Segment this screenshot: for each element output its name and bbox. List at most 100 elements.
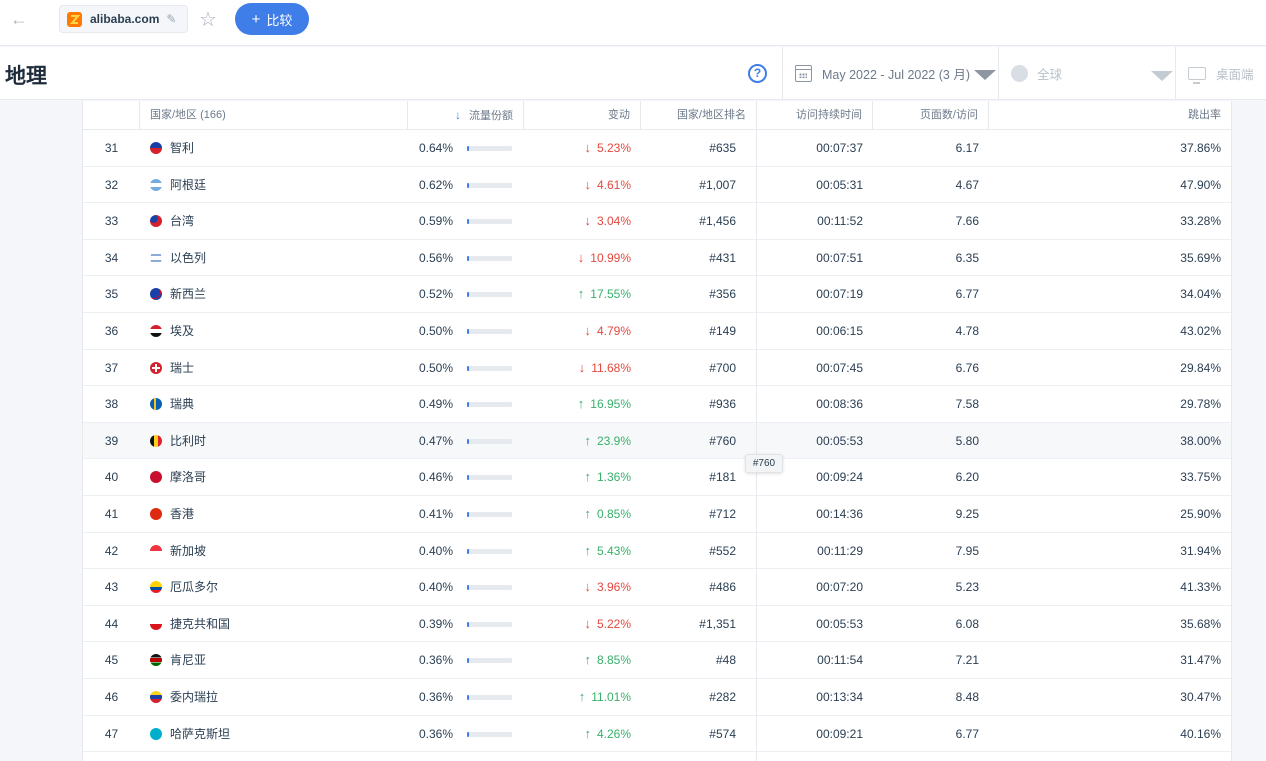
rank-tooltip: #760: [745, 454, 783, 473]
table-row[interactable]: 33 台湾 0.59% ↓ 3.04% #1,456 00:11:52 7.66 33.28%: [83, 203, 1231, 240]
share-bar-fill: [467, 328, 469, 334]
country-cell[interactable]: 香港: [150, 496, 194, 532]
country-cell[interactable]: 智利: [150, 130, 194, 166]
country-cell[interactable]: 阿根廷: [150, 167, 206, 203]
column-header-bounce[interactable]: 跳出率: [1188, 109, 1221, 121]
column-header-country-rank[interactable]: 国家/地区排名: [641, 101, 757, 130]
change-value: 11.01%: [591, 689, 631, 704]
share-bar: [467, 438, 512, 444]
country-cell[interactable]: 台湾: [150, 203, 194, 239]
help-icon[interactable]: ?: [748, 64, 767, 83]
share-bar-fill: [467, 219, 469, 225]
share-bar-fill: [467, 658, 469, 664]
belgium-flag-icon: [150, 434, 162, 447]
table-row[interactable]: 41 香港 0.41% ↑ 0.85% #712 00:14:36 9.25 25.90%: [83, 496, 1231, 533]
country-rank-cell: #282: [709, 689, 736, 704]
column-header-country[interactable]: 国家/地区 (166): [140, 101, 408, 130]
page-header: 地理 ? May 2022 - Jul 2022 (3 月) 全球 桌面端: [0, 47, 1266, 100]
country-cell[interactable]: 以色列: [150, 240, 206, 276]
table-row[interactable]: 43 厄瓜多尔 0.40% ↓ 3.96% #486 00:07:20 5.23 41.33%: [83, 569, 1231, 606]
israel-flag-icon: [150, 251, 162, 264]
country-cell[interactable]: 埃及: [150, 313, 194, 349]
hong-kong-flag-icon: [150, 507, 162, 520]
country-cell[interactable]: 厄瓜多尔: [150, 569, 218, 605]
table-row[interactable]: 47 哈萨克斯坦 0.36% ↑ 4.26% #574 00:09:21 6.77 40.16%: [83, 716, 1231, 753]
column-header-duration[interactable]: 访问持续时间: [757, 101, 873, 130]
rank-cell: 33: [104, 214, 119, 229]
country-cell[interactable]: 肯尼亚: [150, 642, 206, 678]
duration-cell: 00:05:31: [816, 177, 863, 192]
country-cell[interactable]: 哈萨克斯坦: [150, 716, 230, 752]
column-header-share[interactable]: ↓ 流量份额: [408, 101, 524, 130]
share-bar-fill: [467, 585, 469, 591]
pencil-icon[interactable]: ✎: [166, 12, 177, 26]
bounce-cell: 38.00%: [1180, 433, 1221, 448]
table-row[interactable]: 36 埃及 0.50% ↓ 4.79% #149 00:06:15 4.78 43.02%: [83, 313, 1231, 350]
country-name: 新西兰: [170, 287, 207, 302]
share-cell: 0.36%: [418, 653, 453, 668]
rank-cell: 38: [104, 397, 119, 412]
country-cell[interactable]: 瑞典: [150, 386, 194, 422]
duration-cell: 00:11:52: [817, 214, 863, 229]
arrow-up-icon: ↑: [584, 652, 591, 668]
arrow-up-icon: ↑: [584, 469, 591, 485]
country-cell[interactable]: 委内瑞拉: [150, 679, 218, 715]
rank-cell: 31: [104, 141, 119, 155]
star-icon[interactable]: ☆: [199, 9, 217, 31]
back-arrow-icon[interactable]: ←: [10, 9, 28, 29]
date-range-picker[interactable]: May 2022 - Jul 2022 (3 月): [795, 64, 996, 83]
rank-cell: 39: [104, 433, 119, 448]
share-bar-fill: [467, 292, 469, 298]
country-cell[interactable]: 捷克共和国: [150, 606, 230, 642]
table-row[interactable]: 35 新西兰 0.52% ↑ 17.55% #356 00:07:19 6.77 34.04%: [83, 276, 1231, 313]
table-row[interactable]: 32 阿根廷 0.62% ↓ 4.61% #1,007 00:05:31 4.67 47.90%: [83, 167, 1231, 204]
geography-table: 国家/地区 (166) ↓ 流量份额 变动 国家/地区排名 访问持续时间 页面数/…: [82, 101, 1232, 761]
table-row[interactable]: 46 委内瑞拉 0.36% ↑ 11.01% #282 00:13:34 8.48 30.47%: [83, 679, 1231, 716]
region-label: 全球: [1037, 68, 1063, 82]
country-rank-cell: #1,351: [699, 616, 736, 631]
pages-cell: 7.58: [955, 397, 979, 412]
share-bar: [467, 511, 512, 517]
arrow-down-icon: ↓: [578, 359, 586, 375]
compare-button[interactable]: + 比较: [235, 3, 309, 35]
duration-cell: 00:07:20: [816, 580, 863, 595]
bounce-cell: 29.84%: [1180, 360, 1221, 375]
change-cell: ↓ 11.68%: [525, 350, 631, 386]
country-cell[interactable]: 新西兰: [150, 276, 206, 312]
country-cell[interactable]: 瑞士: [150, 350, 194, 386]
egypt-flag-icon: [150, 324, 162, 337]
table-row[interactable]: 45 肯尼亚 0.36% ↑ 8.85% #48 00:11:54 7.21 31.47%: [83, 642, 1231, 679]
share-bar-fill: [467, 365, 469, 371]
table-row[interactable]: 38 瑞典 0.49% ↑ 16.95% #936 00:08:36 7.58 29.78%: [83, 386, 1231, 423]
arrow-down-icon: ↓: [584, 213, 591, 229]
share-cell: 0.40%: [418, 543, 453, 558]
table-row[interactable]: 42 新加坡 0.40% ↑ 5.43% #552 00:11:29 7.95 31.94%: [83, 533, 1231, 570]
table-row[interactable]: 39 比利时 0.47% ↑ 23.9% #760 00:05:53 5.80 38.00%: [83, 422, 1231, 460]
change-value: 3.96%: [596, 580, 631, 595]
change-value: 10.99%: [590, 250, 631, 265]
duration-cell: 00:13:34: [816, 689, 863, 704]
table-row[interactable]: 44 捷克共和国 0.39% ↓ 5.22% #1,351 00:05:53 6.08 35.6…: [83, 606, 1231, 643]
country-cell[interactable]: 新加坡: [150, 533, 206, 569]
table-row[interactable]: 31 智利 0.64% ↓ 5.23% #635 00:07:37 6.17 37.86%: [83, 130, 1231, 167]
venezuela-flag-icon: [150, 690, 162, 703]
country-cell[interactable]: 比利时: [150, 423, 206, 459]
taiwan-flag-icon: [150, 215, 162, 228]
site-chip[interactable]: alibaba.com ✎: [59, 5, 188, 33]
table-body: 31 智利 0.64% ↓ 5.23% #635 00:07:37 6.17 37.86% 32 阿…: [83, 130, 1231, 753]
change-value: 5.43%: [596, 543, 631, 558]
region-picker[interactable]: 全球: [1011, 64, 1173, 83]
arrow-down-icon: ↓: [584, 140, 591, 155]
share-bar: [467, 292, 512, 298]
rank-cell: 45: [104, 653, 119, 668]
country-cell[interactable]: 摩洛哥: [150, 459, 206, 495]
table-row[interactable]: 40 摩洛哥 0.46% ↑ 1.36% #181 00:09:24 6.20 33.75%: [83, 459, 1231, 496]
device-picker[interactable]: 桌面端: [1188, 64, 1254, 84]
argentina-flag-icon: [150, 178, 162, 191]
duration-cell: 00:09:24: [816, 470, 863, 485]
column-header-pages[interactable]: 页面数/访问: [873, 101, 989, 130]
country-rank-cell: #1,456: [699, 214, 736, 229]
table-row[interactable]: 34 以色列 0.56% ↓ 10.99% #431 00:07:51 6.35 35.69%: [83, 240, 1231, 277]
table-row[interactable]: 37 瑞士 0.50% ↓ 11.68% #700 00:07:45 6.76 29.84%: [83, 350, 1231, 387]
column-header-change[interactable]: 变动: [524, 101, 641, 130]
